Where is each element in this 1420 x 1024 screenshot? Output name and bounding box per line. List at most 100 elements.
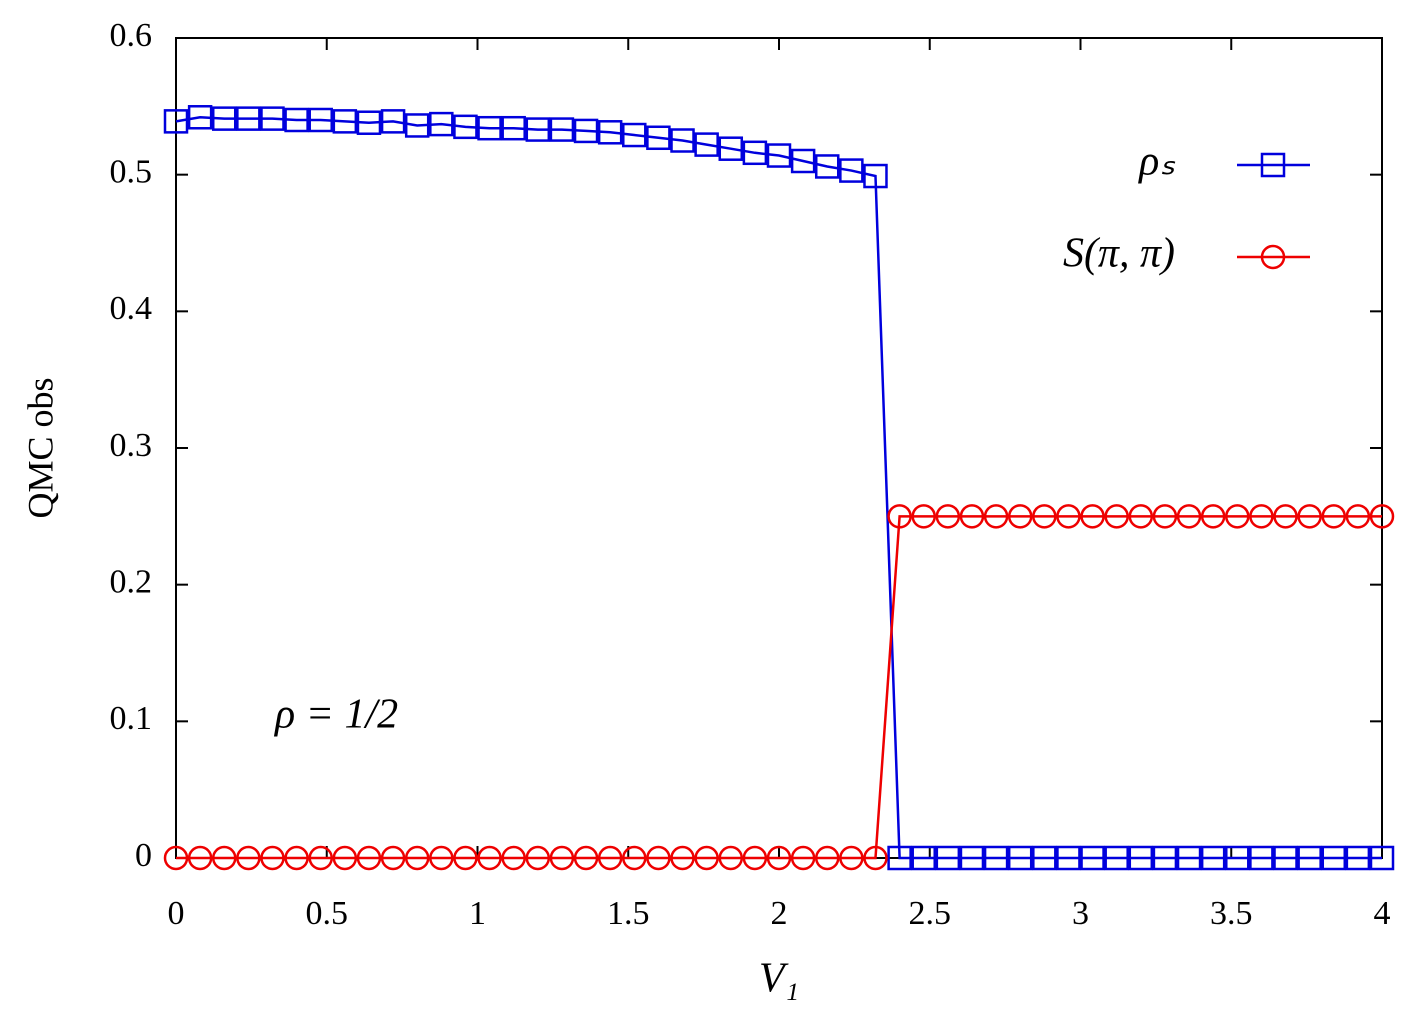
marker-square: [429, 111, 454, 137]
marker-circle: [646, 845, 671, 871]
marker-circle: [597, 845, 623, 871]
marker-square: [959, 845, 985, 871]
marker-circle: [236, 845, 261, 871]
marker-circle: [260, 845, 285, 871]
marker-square: [1345, 845, 1371, 871]
x-axis-label: V₁: [759, 956, 799, 1002]
marker-square: [646, 125, 671, 151]
marker-circle: [1080, 504, 1105, 529]
marker-square: [163, 109, 189, 134]
marker-circle: [1345, 504, 1371, 529]
marker-circle: [959, 504, 985, 529]
marker-circle: [742, 845, 768, 871]
marker-square: [477, 115, 502, 141]
marker-circle: [1128, 504, 1154, 529]
y-tick-label: 0.5: [110, 153, 153, 190]
marker-circle: [1104, 504, 1129, 529]
y-tick-label: 0.2: [110, 563, 153, 600]
marker-square: [887, 845, 912, 871]
marker-square: [983, 845, 1009, 871]
marker-square: [622, 122, 647, 148]
marker-square: [1369, 845, 1395, 871]
marker-square: [839, 158, 864, 183]
marker-circle: [1032, 504, 1057, 529]
marker-square: [766, 143, 792, 168]
marker-square: [814, 154, 840, 179]
marker-square: [935, 845, 961, 871]
marker-circle: [1007, 504, 1033, 529]
series-line: [175, 116, 1382, 860]
legend-label: ρₛ: [1137, 139, 1175, 185]
marker-square: [260, 106, 285, 131]
legend-label: S(π, π): [1063, 231, 1175, 277]
marker-circle: [790, 845, 816, 871]
marker-square: [332, 109, 358, 134]
marker-circle: [1200, 504, 1226, 529]
x-tick-label: 2.5: [909, 895, 952, 932]
legend-marker: [1260, 244, 1286, 270]
y-tick-label: 0.3: [110, 427, 153, 464]
marker-circle: [211, 845, 237, 871]
marker-square: [236, 106, 261, 131]
x-tick-label: 0.5: [306, 895, 349, 932]
marker-circle: [1321, 504, 1347, 529]
marker-square: [1080, 845, 1105, 871]
marker-square: [1249, 845, 1274, 871]
marker-circle: [1152, 504, 1178, 529]
x-tick-label: 4: [1374, 895, 1391, 932]
marker-square: [453, 114, 478, 140]
x-tick-label: 3: [1072, 895, 1089, 932]
marker-circle: [863, 845, 888, 871]
x-tick-label: 3.5: [1210, 895, 1253, 932]
y-tick-label: 0: [135, 837, 152, 874]
x-tick-label: 1.5: [607, 895, 650, 932]
marker-square: [525, 117, 551, 142]
marker-square: [742, 140, 768, 166]
marker-circle: [670, 845, 695, 871]
marker-square: [308, 107, 333, 133]
marker-square: [1321, 845, 1347, 871]
marker-circle: [911, 504, 936, 529]
series-line: [176, 515, 1382, 860]
marker-circle: [453, 845, 478, 871]
marker-square: [501, 115, 526, 141]
marker-circle: [718, 845, 744, 871]
y-tick-label: 0.6: [110, 17, 153, 54]
marker-square: [187, 105, 213, 130]
marker-circle: [477, 845, 502, 871]
marker-circle: [308, 845, 333, 871]
marker-square: [211, 106, 237, 131]
marker-square: [597, 120, 623, 145]
marker-circle: [187, 845, 213, 871]
marker-circle: [1273, 504, 1298, 529]
annotation: ρ = 1/2: [273, 692, 398, 738]
marker-circle: [694, 845, 719, 871]
marker-square: [1056, 845, 1081, 871]
marker-square: [1225, 845, 1250, 871]
x-tick-label: 2: [771, 895, 788, 932]
marker-square: [284, 107, 309, 133]
marker-circle: [1225, 504, 1250, 529]
marker-square: [1032, 845, 1057, 871]
marker-circle: [573, 845, 599, 871]
y-tick-label: 0.1: [110, 700, 153, 737]
marker-circle: [935, 504, 961, 529]
marker-circle: [839, 845, 864, 871]
marker-circle: [525, 845, 551, 871]
marker-circle: [549, 845, 575, 871]
marker-circle: [1176, 504, 1202, 529]
marker-square: [911, 845, 936, 871]
marker-square: [718, 136, 744, 161]
marker-square: [694, 132, 719, 157]
y-axis-label: QMC obs: [20, 377, 60, 518]
x-tick-label: 1: [469, 895, 486, 932]
legend-marker: [1260, 152, 1286, 178]
marker-square: [1128, 845, 1154, 871]
marker-circle: [814, 845, 840, 871]
marker-circle: [429, 845, 454, 871]
marker-square: [573, 118, 599, 144]
marker-square: [670, 128, 695, 153]
marker-square: [1176, 845, 1202, 871]
